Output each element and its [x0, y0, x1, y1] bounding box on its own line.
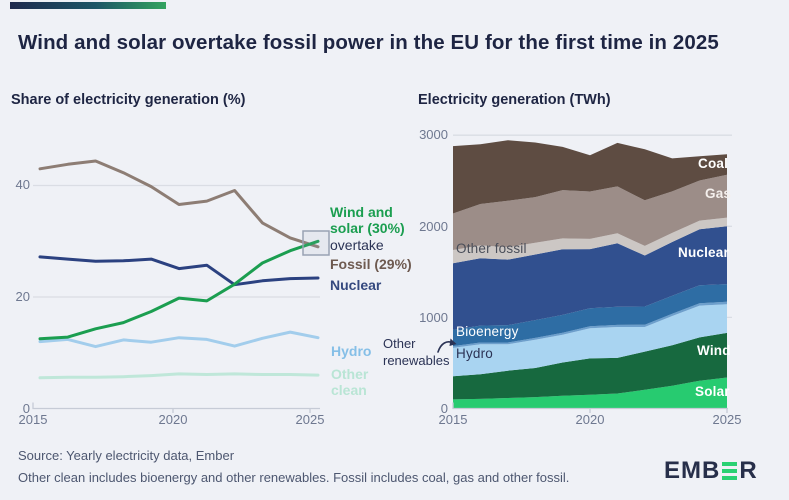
area-ytick-3000: 3000: [419, 127, 448, 142]
area-xtick-2020: 2020: [575, 412, 605, 427]
line-wind-and-solar: [38, 239, 320, 341]
area-nuclear: [453, 226, 727, 330]
area-other-fossil: [453, 217, 727, 264]
x-axis: [32, 402, 320, 410]
line-nuclear: [38, 255, 320, 287]
nuclear-area-label: Nuclear: [678, 245, 729, 260]
line-hydro: [38, 330, 320, 349]
line-xtick-2025: 2025: [295, 412, 325, 427]
area-other-renewables: [453, 301, 727, 348]
other-fossil-area-label: Other fossil: [456, 241, 527, 256]
area-hydro: [453, 304, 727, 377]
wind-area-label: Wind: [697, 343, 731, 358]
area-chart-title: Electricity generation (TWh): [418, 92, 611, 108]
area-gas: [453, 174, 727, 250]
share-line-chart: [32, 159, 330, 413]
bioenergy-area-label: Bioenergy: [456, 324, 519, 339]
hydro-area-label: Hydro: [456, 346, 494, 361]
solar-area-label: Solar: [695, 384, 730, 399]
generation-area-chart: [452, 134, 732, 413]
line-xtick-2020: 2020: [158, 412, 188, 427]
logo-text-left: EMB: [664, 457, 721, 484]
line-fossil: [38, 159, 320, 249]
hydro-label: Hydro: [331, 343, 372, 359]
nuclear-label: Nuclear: [330, 277, 382, 293]
line-ytick-20: 20: [15, 289, 30, 304]
logo-text-right: R: [739, 457, 758, 484]
area-xtick-2015: 2015: [438, 412, 468, 427]
logo-green-bars-icon: [722, 462, 738, 480]
area-solar: [453, 377, 727, 409]
area-wind: [453, 332, 727, 400]
area-coal: [453, 140, 727, 214]
line-chart-title: Share of electricity generation (%): [11, 92, 246, 108]
area-ytick-2000: 2000: [419, 219, 448, 234]
area-bioenergy: [453, 284, 727, 347]
accent-gradient-bar: [10, 2, 166, 9]
coal-area-label: Coal: [698, 156, 729, 171]
gas-area-label: Gas: [705, 186, 732, 201]
area-xtick-2025: 2025: [712, 412, 742, 427]
x-axis: [452, 402, 728, 410]
area-ytick-1000: 1000: [419, 310, 448, 325]
other-renewables-arrow-icon: [437, 338, 457, 353]
area-ytick-0: 0: [440, 401, 448, 416]
other-renewables-label: Other renewables: [383, 336, 450, 368]
footnote-text: Other clean includes bioenergy and other…: [18, 470, 570, 485]
line-other-clean: [38, 372, 320, 380]
page-title: Wind and solar overtake fossil power in …: [18, 30, 719, 54]
line-ytick-0: 0: [22, 401, 30, 416]
wind-solar-label: Wind and solar (30%): [330, 204, 405, 236]
overtake-label: overtake: [330, 237, 384, 253]
line-ytick-40: 40: [15, 177, 30, 192]
source-text: Source: Yearly electricity data, Ember: [18, 448, 235, 463]
ember-logo: EMB R: [664, 457, 758, 485]
line-xtick-2015: 2015: [18, 412, 48, 427]
other-clean-label: Other clean: [331, 366, 369, 398]
fossil-label: Fossil (29%): [330, 256, 412, 272]
overtake-highlight-box: [302, 230, 330, 256]
